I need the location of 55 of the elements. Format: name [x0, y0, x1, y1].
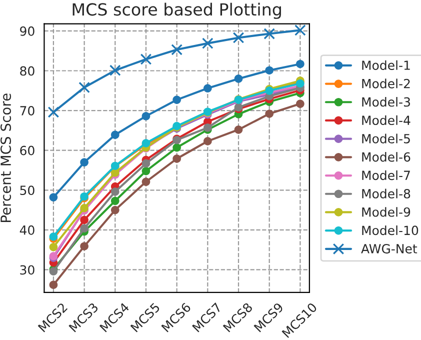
point [294, 24, 306, 36]
y-tick-label: 80 [20, 66, 34, 76]
point [264, 28, 276, 40]
y-tick-label: 40 [20, 225, 34, 235]
point [80, 158, 88, 166]
legend-label: Model-3 [362, 97, 410, 107]
legend-label: Model-1 [362, 60, 410, 70]
y-axis-title: Percent MCS Score [0, 94, 12, 222]
point [172, 154, 181, 163]
legend-label: Model-9 [362, 207, 410, 217]
point [171, 44, 183, 56]
legend-label: Model-4 [362, 115, 410, 126]
point [80, 242, 88, 250]
y-tick-label: 70 [20, 106, 34, 116]
point [202, 38, 214, 49]
point [80, 224, 88, 232]
point [78, 82, 90, 94]
point [110, 130, 120, 139]
y-tick-label: 60 [20, 146, 34, 156]
point [49, 280, 58, 290]
point [110, 196, 120, 206]
legend-label: Model-5 [362, 134, 410, 144]
point [48, 106, 60, 118]
legend-label: Model-10 [362, 225, 418, 236]
y-tick-label: 90 [20, 26, 34, 36]
point [265, 66, 274, 75]
point [49, 193, 58, 202]
point [234, 74, 243, 83]
chart-title: MCS score based Plotting [72, 2, 281, 19]
point [142, 178, 150, 186]
point [172, 143, 181, 152]
point [80, 216, 88, 224]
point [296, 60, 304, 68]
legend-label: AWG-Net [361, 244, 418, 254]
legend-label: Model-7 [362, 170, 410, 180]
point [203, 137, 212, 146]
point [296, 100, 304, 108]
point [142, 112, 150, 120]
point [265, 110, 274, 118]
legend-label: Model-8 [362, 188, 410, 198]
point [172, 96, 181, 104]
point [203, 84, 212, 92]
y-tick-label: 30 [20, 265, 34, 275]
y-tick-label: 50 [20, 186, 34, 196]
point [142, 159, 150, 168]
legend-label: Model-6 [362, 152, 410, 162]
point [140, 54, 152, 65]
legend-label: Model-2 [362, 78, 410, 88]
point [49, 242, 58, 252]
point [232, 32, 244, 44]
point [142, 166, 150, 176]
point [109, 64, 121, 76]
point [110, 188, 120, 196]
point [110, 206, 120, 214]
point [234, 125, 243, 134]
